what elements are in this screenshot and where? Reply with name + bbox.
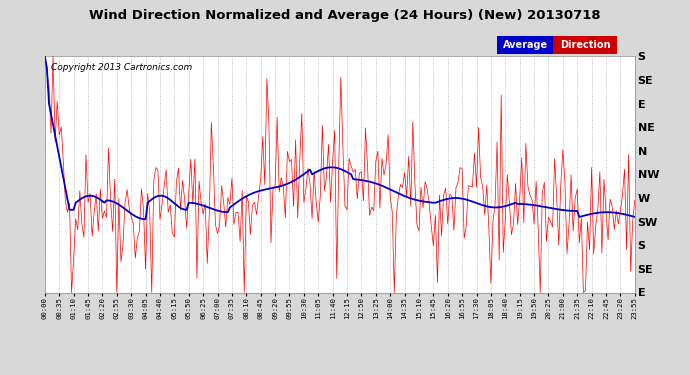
Text: Copyright 2013 Cartronics.com: Copyright 2013 Cartronics.com bbox=[51, 63, 192, 72]
Text: Wind Direction Normalized and Average (24 Hours) (New) 20130718: Wind Direction Normalized and Average (2… bbox=[89, 9, 601, 22]
Text: Direction: Direction bbox=[560, 40, 611, 50]
Text: Average: Average bbox=[502, 40, 548, 50]
